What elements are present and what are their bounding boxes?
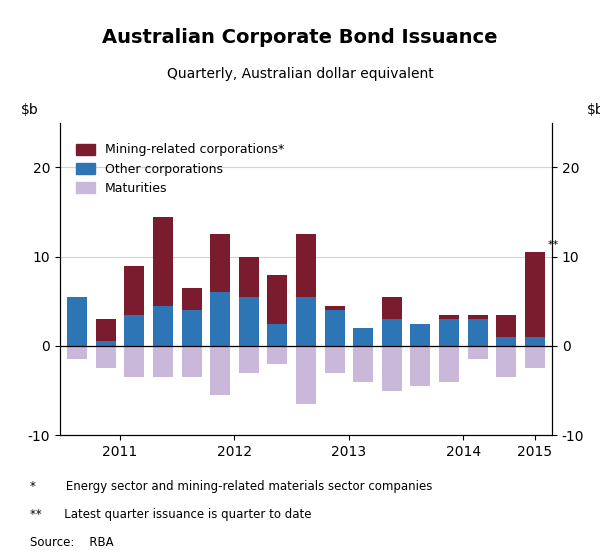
Bar [496, 346, 516, 377]
Bar [382, 319, 402, 346]
Legend: Mining-related corporations*, Other corporations, Maturities: Mining-related corporations*, Other corp… [71, 138, 289, 200]
Bar [239, 257, 259, 297]
Bar [182, 310, 202, 346]
Bar [296, 234, 316, 297]
Bar [382, 346, 402, 391]
Bar [325, 346, 344, 373]
Bar [296, 297, 316, 346]
Bar [182, 288, 202, 310]
Bar [153, 217, 173, 306]
Bar [124, 315, 145, 346]
Bar [210, 292, 230, 346]
Bar [467, 315, 488, 319]
Bar [467, 346, 488, 359]
Bar [210, 234, 230, 292]
Bar [325, 310, 344, 346]
Bar [268, 275, 287, 324]
Bar [153, 306, 173, 346]
Bar [353, 346, 373, 382]
Bar [496, 315, 516, 337]
Text: $b: $b [586, 103, 600, 117]
Text: Australian Corporate Bond Issuance: Australian Corporate Bond Issuance [102, 28, 498, 47]
Bar [525, 252, 545, 337]
Bar [96, 319, 116, 341]
Bar [439, 346, 459, 382]
Bar [182, 346, 202, 377]
Text: Quarterly, Australian dollar equivalent: Quarterly, Australian dollar equivalent [167, 67, 433, 81]
Bar [67, 346, 87, 359]
Bar [410, 346, 430, 386]
Bar [410, 324, 430, 346]
Bar [239, 297, 259, 346]
Bar [124, 346, 145, 377]
Bar [153, 346, 173, 377]
Bar [239, 346, 259, 373]
Text: Source:    RBA: Source: RBA [30, 536, 113, 549]
Bar [96, 346, 116, 368]
Bar [124, 266, 145, 315]
Text: *        Energy sector and mining-related materials sector companies: * Energy sector and mining-related mater… [30, 480, 433, 493]
Text: **: ** [548, 239, 559, 249]
Bar [439, 315, 459, 319]
Bar [296, 346, 316, 404]
Bar [496, 337, 516, 346]
Bar [268, 324, 287, 346]
Bar [325, 306, 344, 310]
Bar [210, 346, 230, 395]
Text: $b: $b [20, 103, 38, 117]
Text: **      Latest quarter issuance is quarter to date: ** Latest quarter issuance is quarter to… [30, 508, 311, 521]
Bar [382, 297, 402, 319]
Bar [467, 319, 488, 346]
Bar [525, 346, 545, 368]
Bar [268, 346, 287, 364]
Bar [439, 319, 459, 346]
Bar [96, 341, 116, 346]
Bar [67, 297, 87, 346]
Bar [525, 337, 545, 346]
Bar [353, 328, 373, 346]
